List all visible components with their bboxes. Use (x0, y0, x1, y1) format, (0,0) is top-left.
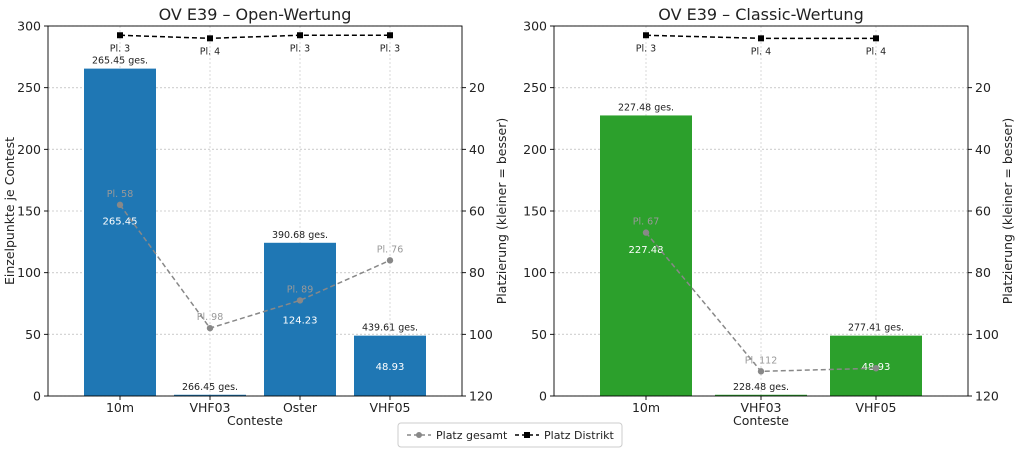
y2-tick-label: 40 (469, 142, 485, 157)
legend: Platz gesamt Platz Distrikt (397, 422, 623, 448)
platz-distrikt-line (119, 34, 390, 40)
total-label: 265.45 ges. (92, 56, 148, 67)
x-tick-label: VHF03 (189, 400, 230, 415)
legend-label-platz-gesamt: Platz gesamt (436, 429, 508, 442)
total-label: 228.48 ges. (733, 382, 789, 393)
bar-vhf05 (354, 335, 426, 396)
x-tick-label: VHF03 (740, 400, 781, 415)
y-tick-label: 100 (523, 265, 547, 280)
platz-distrikt-point (758, 35, 764, 42)
y2-tick-label: 100 (975, 327, 999, 342)
y-tick-label: 300 (523, 19, 547, 34)
legend-label-platz-distrikt: Platz Distrikt (544, 429, 615, 442)
x-tick-label: 10m (632, 400, 660, 415)
total-label: 227.48 ges. (618, 102, 674, 113)
total-label: 277.41 ges. (848, 323, 904, 334)
y-tick-label: 50 (25, 327, 41, 342)
platz-gesamt-label: Pl. 89 (287, 284, 314, 295)
platz-gesamt-point (386, 257, 394, 264)
bar-10m (600, 115, 692, 396)
platz-distrikt-label: Pl. 4 (751, 46, 771, 57)
platz-gesamt-point (872, 365, 880, 372)
y-tick-label: 200 (17, 142, 41, 157)
legend-item-platz-gesamt: Platz gesamt (407, 429, 508, 442)
y2-axis-label: Platzierung (kleiner = besser) (1000, 118, 1015, 304)
y2-tick-label: 60 (975, 204, 991, 219)
y-tick-label: 0 (33, 389, 41, 404)
platz-distrikt-label: Pl. 4 (866, 46, 886, 57)
y2-tick-label: 100 (469, 327, 493, 342)
classic-wertung-chart: 0 50 100 150 200 250 300 20 40 60 80 100 120 10m VHF03… (523, 5, 1015, 428)
y-tick-label: 250 (17, 80, 41, 95)
bar-oster (264, 242, 336, 396)
total-label: 266.45 ges. (182, 382, 238, 393)
y2-tick-label: 80 (469, 265, 485, 280)
platz-gesamt-label: Pl. 76 (377, 244, 404, 255)
platz-gesamt-label: Pl. 58 (107, 189, 134, 200)
platz-distrikt-point (873, 35, 879, 42)
y-tick-label: 250 (523, 80, 547, 95)
y2-tick-label: 40 (975, 142, 991, 157)
y-axis-label: Einzelpunkte je Contest (2, 137, 17, 285)
platz-distrikt-label: Pl. 3 (636, 43, 656, 54)
platz-gesamt-point (206, 324, 214, 332)
y-tick-label: 150 (523, 204, 547, 219)
total-label: 439.61 ges. (362, 323, 418, 334)
y-tick-label: 300 (17, 19, 41, 34)
bar-vhf03 (174, 394, 246, 396)
y-tick-label: 150 (17, 204, 41, 219)
y2-tick-label: 120 (975, 389, 999, 404)
platz-distrikt-point (387, 32, 393, 39)
platz-distrikt-point (297, 32, 303, 39)
platz-distrikt-point (117, 32, 123, 39)
open-wertung-chart: 0 50 100 150 200 250 300 20 40 60 80 100 120 10m VHF03… (2, 5, 509, 428)
x-tick-label: VHF05 (855, 400, 896, 415)
y2-tick-label: 20 (975, 80, 991, 95)
platz-gesamt-label: Pl. 67 (633, 217, 660, 228)
y2-tick-label: 60 (469, 204, 485, 219)
legend-marker-platz-distrikt (524, 432, 530, 438)
total-label: 390.68 ges. (272, 230, 328, 241)
platz-gesamt-point (642, 229, 650, 236)
y2-tick-label: 80 (975, 265, 991, 280)
legend-marker-platz-gesamt (416, 432, 422, 438)
bar-value-label: 48.93 (376, 362, 405, 373)
bar-value-label: 227.48 (629, 245, 664, 256)
y2-axis-label: Platzierung (kleiner = besser) (494, 118, 509, 304)
bar-vhf03 (715, 394, 807, 396)
platz-gesamt-point (116, 201, 124, 209)
x-tick-label: VHF05 (369, 400, 410, 415)
y2-tick-label: 20 (469, 80, 485, 95)
x-tick-label: Oster (283, 400, 318, 415)
x-axis-label: Conteste (227, 413, 283, 428)
x-tick-label: 10m (106, 400, 134, 415)
chart-title: OV E39 – Open-Wertung (159, 5, 352, 24)
y-tick-label: 50 (531, 327, 547, 342)
platz-distrikt-label: Pl. 3 (290, 43, 310, 54)
y-tick-label: 200 (523, 142, 547, 157)
platz-gesamt-label: Pl. 98 (197, 312, 224, 323)
chart-title: OV E39 – Classic-Wertung (658, 5, 863, 24)
bar-value-label: 124.23 (283, 315, 318, 326)
platz-distrikt-point (207, 35, 213, 42)
legend-item-platz-distrikt: Platz Distrikt (515, 429, 615, 442)
platz-gesamt-line (119, 204, 391, 330)
bar-10m (84, 68, 156, 396)
platz-distrikt-point (643, 32, 649, 39)
y-tick-label: 100 (17, 265, 41, 280)
y-tick-label: 0 (539, 389, 547, 404)
platz-distrikt-label: Pl. 3 (380, 43, 400, 54)
platz-gesamt-point (296, 297, 304, 304)
x-axis-label: Conteste (733, 413, 789, 428)
platz-distrikt-label: Pl. 3 (110, 43, 130, 54)
legend-box (397, 422, 623, 448)
platz-gesamt-label: Pl. 112 (745, 355, 778, 366)
platz-distrikt-label: Pl. 4 (200, 46, 220, 57)
bar-value-label: 265.45 (103, 217, 138, 228)
y2-tick-label: 120 (469, 389, 493, 404)
platz-gesamt-point (757, 368, 765, 375)
